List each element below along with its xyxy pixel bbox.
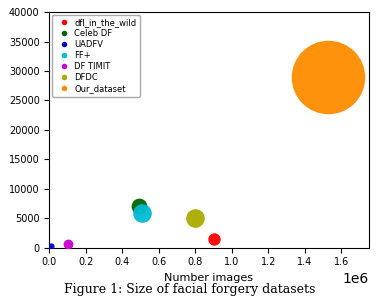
Legend: dfl_in_the_wild, Celeb DF, UADFV, FF+, DF TIMIT, DFDC, Our_dataset: dfl_in_the_wild, Celeb DF, UADFV, FF+, D… — [52, 14, 140, 97]
DFDC — [192, 215, 198, 220]
FF+ — [139, 211, 146, 216]
DF TIMIT — [65, 241, 71, 246]
dfl_in_the_wild — [211, 236, 217, 241]
Text: Figure 1: Size of facial forgery datasets: Figure 1: Size of facial forgery dataset… — [64, 283, 316, 296]
X-axis label: Number images: Number images — [165, 273, 253, 283]
Celeb DF — [136, 204, 142, 209]
Y-axis label: Number videos: Number videos — [0, 88, 3, 172]
Our_dataset — [325, 74, 331, 79]
UADFV — [48, 244, 54, 249]
